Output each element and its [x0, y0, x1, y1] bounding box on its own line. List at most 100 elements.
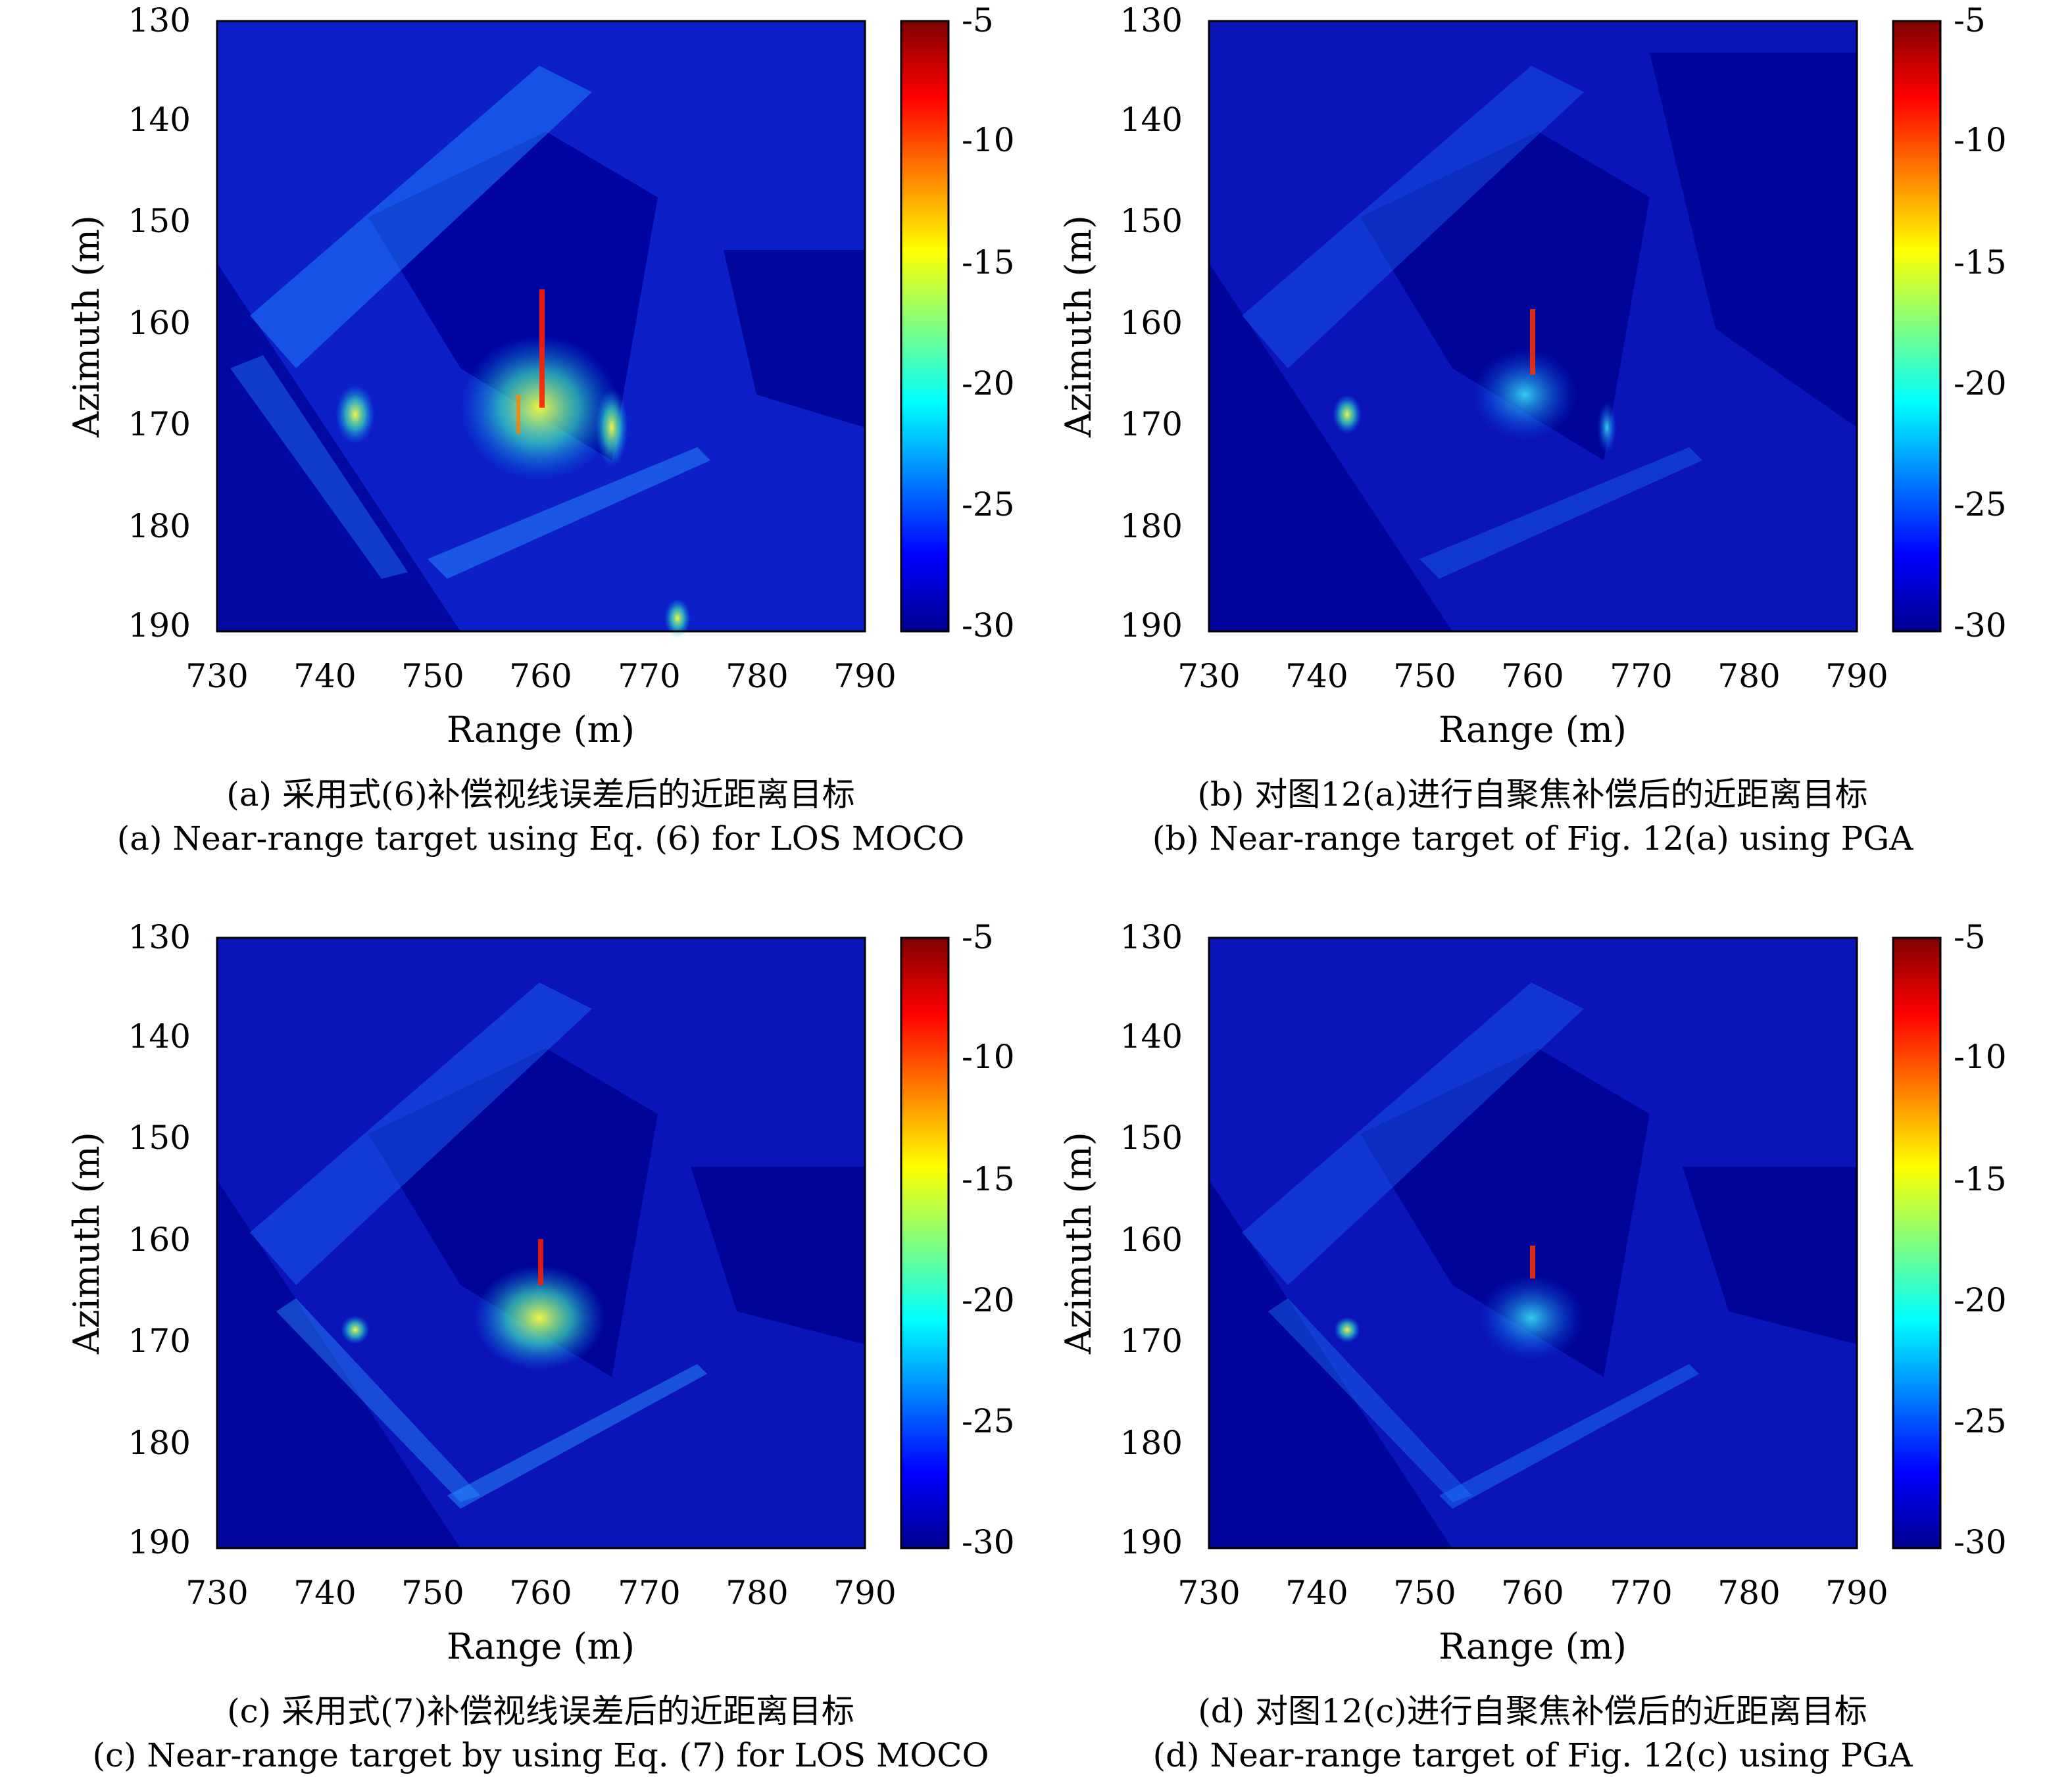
colorbar-ticks: -5 -10 -15 -20 -25 -30: [962, 918, 1015, 1561]
y-tick-label: 170: [128, 1322, 191, 1360]
colorbar-gradient: [900, 20, 950, 633]
x-tick-label: 770: [1610, 657, 1672, 695]
y-tick-label: 130: [128, 918, 191, 956]
colorbar-tick-label: -30: [962, 1523, 1015, 1561]
colorbar-tick-label: -15: [962, 1160, 1015, 1198]
colorbar-tick-label: -15: [1954, 243, 2007, 281]
x-axis-label: Range (m): [447, 1626, 635, 1667]
y-tick-label: 140: [1120, 1017, 1183, 1056]
colorbar-tick-label: -15: [1954, 1160, 2007, 1198]
colorbar-tick-label: -25: [1954, 1402, 2007, 1440]
colorbar-tick-label: -10: [962, 121, 1015, 159]
colorbar: [1892, 937, 1942, 1549]
y-tick-label: 140: [1120, 101, 1183, 139]
y-tick-label: 170: [128, 405, 191, 443]
x-tick-label: 760: [1501, 1574, 1564, 1612]
colorbar: [900, 937, 950, 1549]
y-tick-label: 160: [128, 1221, 191, 1259]
colorbar-tick-label: -30: [1954, 1523, 2007, 1561]
colorbar-tick-label: -10: [1954, 121, 2007, 159]
x-tick-label: 770: [618, 1574, 680, 1612]
caption-en: (b) Near-range target of Fig. 12(a) usin…: [1152, 819, 1914, 858]
panel-c: 130 140 150 160 170 180 190 730 740 750 …: [66, 918, 1015, 1774]
y-tick-label: 180: [1120, 1424, 1183, 1462]
caption-cn: (c) 采用式(7)补偿视线误差后的近距离目标: [227, 1692, 854, 1730]
x-tick-label: 790: [833, 657, 896, 695]
y-tick-label: 150: [1120, 1119, 1183, 1157]
x-tick-label: 760: [1501, 657, 1564, 695]
x-tick-label: 750: [401, 1574, 464, 1612]
y-ticks: 130 140 150 160 170 180 190: [128, 1, 191, 645]
x-tick-label: 750: [1393, 657, 1456, 695]
y-tick-label: 130: [128, 1, 191, 39]
heatmap-image: [1209, 21, 1857, 631]
panel-d: 130 140 150 160 170 180 190 730 740 750 …: [1058, 918, 2007, 1774]
heatmap-image: [1209, 938, 1857, 1548]
heatmap-image: [217, 938, 865, 1548]
x-tick-label: 740: [293, 657, 356, 695]
x-axis-label: Range (m): [1439, 709, 1627, 750]
y-ticks: 130 140 150 160 170 180 190: [1120, 1, 1183, 645]
y-tick-label: 160: [128, 304, 191, 342]
colorbar-tick-label: -10: [962, 1038, 1015, 1076]
colorbar-gradient: [1892, 937, 1942, 1549]
x-tick-label: 740: [1285, 657, 1348, 695]
x-tick-label: 770: [618, 657, 680, 695]
colorbar-tick-label: -20: [1954, 364, 2007, 402]
caption-en: (c) Near-range target by using Eq. (7) f…: [93, 1736, 989, 1774]
y-tick-label: 180: [1120, 507, 1183, 545]
y-tick-label: 160: [1120, 304, 1183, 342]
plot-frame: [1208, 20, 1858, 633]
y-tick-label: 170: [1120, 405, 1183, 443]
y-tick-label: 180: [128, 507, 191, 545]
y-ticks: 130 140 150 160 170 180 190: [1120, 918, 1183, 1561]
colorbar-ticks: -5 -10 -15 -20 -25 -30: [962, 1, 1015, 645]
caption-cn: (d) 对图12(c)进行自聚焦补偿后的近距离目标: [1198, 1692, 1867, 1730]
colorbar-tick-label: -30: [1954, 606, 2007, 645]
x-ticks: 730 740 750 760 770 780 790: [1177, 657, 1888, 695]
y-tick-label: 160: [1120, 1221, 1183, 1259]
x-tick-label: 790: [833, 1574, 896, 1612]
plot-frame: [216, 937, 866, 1549]
x-tick-label: 760: [509, 657, 572, 695]
x-tick-label: 780: [1717, 1574, 1780, 1612]
plot-frame: [1208, 937, 1858, 1549]
y-tick-label: 150: [1120, 202, 1183, 240]
x-axis-label: Range (m): [447, 709, 635, 750]
y-tick-label: 170: [1120, 1322, 1183, 1360]
colorbar-tick-label: -25: [1954, 485, 2007, 523]
x-ticks: 730 740 750 760 770 780 790: [1177, 1574, 1888, 1612]
colorbar-tick-label: -5: [1954, 1, 1986, 39]
plot-frame: [216, 20, 866, 633]
colorbar-tick-label: -20: [962, 1281, 1015, 1319]
x-ticks: 730 740 750 760 770 780 790: [185, 1574, 896, 1612]
x-tick-label: 730: [1177, 1574, 1240, 1612]
y-tick-label: 150: [128, 202, 191, 240]
x-tick-label: 780: [1717, 657, 1780, 695]
y-axis-label: Azimuth (m): [1058, 1132, 1099, 1355]
panel-b: 130 140 150 160 170 180 190 730 740 750 …: [1058, 1, 2007, 858]
y-tick-label: 140: [128, 1017, 191, 1056]
colorbar-gradient: [1892, 20, 1942, 633]
y-axis-label: Azimuth (m): [66, 215, 107, 438]
x-ticks: 730 740 750 760 770 780 790: [185, 657, 896, 695]
colorbar-tick-label: -25: [962, 1402, 1015, 1440]
y-axis-label: Azimuth (m): [66, 1132, 107, 1355]
x-tick-label: 790: [1825, 657, 1888, 695]
y-tick-label: 130: [1120, 918, 1183, 956]
x-tick-label: 780: [726, 657, 788, 695]
caption-en: (a) Near-range target using Eq. (6) for …: [117, 819, 965, 858]
x-tick-label: 750: [1393, 1574, 1456, 1612]
y-tick-label: 150: [128, 1119, 191, 1157]
x-tick-label: 750: [401, 657, 464, 695]
x-tick-label: 730: [185, 1574, 248, 1612]
caption-cn: (b) 对图12(a)进行自聚焦补偿后的近距离目标: [1197, 775, 1867, 814]
x-axis-label: Range (m): [1439, 1626, 1627, 1667]
colorbar-tick-label: -5: [1954, 918, 1986, 956]
colorbar-tick-label: -25: [962, 485, 1015, 523]
x-tick-label: 730: [1177, 657, 1240, 695]
colorbar-tick-label: -20: [1954, 1281, 2007, 1319]
colorbar-ticks: -5 -10 -15 -20 -25 -30: [1954, 1, 2007, 645]
caption-en: (d) Near-range target of Fig. 12(c) usin…: [1153, 1736, 1913, 1774]
